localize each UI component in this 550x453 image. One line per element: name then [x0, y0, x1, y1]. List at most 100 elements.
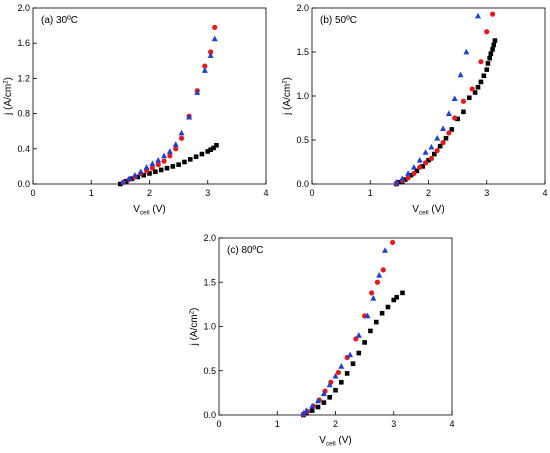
x-axis-label-subscript: cell — [326, 441, 336, 448]
data-point-square — [339, 379, 344, 385]
data-point-triangle — [457, 71, 464, 78]
data-point-square — [492, 38, 498, 43]
data-point-square — [491, 42, 497, 48]
x-axis-label: Vcell (V) — [133, 204, 166, 217]
data-point-square — [214, 142, 219, 148]
data-point-circle — [452, 115, 458, 121]
x-axis-label: Vcell (V) — [319, 435, 352, 448]
data-point-square — [321, 400, 327, 405]
data-point-square — [147, 171, 152, 176]
x-tick-label: 1 — [89, 188, 94, 198]
series-triangle — [393, 12, 482, 185]
data-point-square — [170, 164, 176, 169]
y-axis-label-main: j (A/cm — [3, 84, 14, 116]
data-point-triangle — [382, 247, 389, 253]
x-axis-label-main: V — [412, 204, 419, 215]
y-tick-label: 0.0 — [203, 410, 216, 420]
y-tick-label: 0.0 — [296, 179, 309, 189]
data-point-square — [344, 371, 350, 376]
data-point-square — [193, 154, 199, 160]
data-point-triangle — [201, 67, 208, 73]
series-circle — [300, 239, 396, 417]
x-tick-label: 4 — [449, 419, 454, 429]
data-point-square — [158, 167, 164, 173]
data-point-triangle — [445, 110, 452, 116]
data-point-square — [309, 408, 315, 413]
x-tick-label: 4 — [263, 188, 268, 198]
data-point-triangle — [405, 170, 412, 176]
data-point-square — [443, 135, 449, 141]
x-tick-label: 2 — [426, 188, 431, 198]
y-tick-label: 2.0 — [296, 3, 309, 13]
data-point-circle — [161, 158, 167, 164]
data-point-triangle — [194, 89, 201, 95]
panel-label: (a) 30ºC — [41, 15, 78, 26]
data-point-square — [449, 127, 455, 132]
x-tick-label: 2 — [147, 188, 152, 198]
data-point-square — [485, 61, 491, 66]
y-axis-label-main: j (A/cm — [189, 314, 200, 346]
y-tick-label: 1.5 — [203, 277, 216, 287]
y-tick-label: 1.6 — [17, 38, 30, 48]
data-point-triangle — [463, 48, 470, 55]
data-point-square — [432, 151, 437, 157]
data-point-circle — [380, 267, 386, 273]
data-point-square — [327, 395, 332, 400]
y-axis-label-end: ) — [282, 77, 293, 80]
data-point-square — [472, 90, 478, 95]
data-point-square — [490, 47, 495, 52]
data-point-circle — [478, 59, 484, 65]
y-axis-label-end: ) — [3, 77, 14, 80]
plot-frame — [32, 7, 267, 185]
y-axis-label: j (A/cm2) — [189, 308, 200, 347]
data-point-square — [123, 179, 129, 184]
data-point-triangle — [155, 157, 162, 163]
y-tick-label: 0.5 — [203, 366, 216, 376]
data-point-triangle — [149, 160, 156, 167]
data-point-triangle — [161, 152, 168, 159]
data-point-square — [385, 304, 391, 310]
data-point-triangle — [126, 175, 133, 182]
data-point-square — [397, 179, 402, 185]
y-tick-label: 1.0 — [203, 322, 216, 332]
x-tick-label: 0 — [309, 188, 314, 198]
data-point-triangle — [347, 351, 354, 358]
data-point-circle — [212, 24, 218, 30]
x-axis-label-unit: (V) — [150, 204, 166, 215]
data-point-triangle — [416, 157, 423, 163]
x-tick-label: 2 — [333, 419, 338, 429]
data-point-triangle — [451, 95, 458, 102]
data-point-square — [402, 177, 408, 182]
data-point-triangle — [143, 164, 150, 170]
y-tick-label: 0.8 — [17, 109, 30, 119]
data-point-square — [182, 159, 187, 165]
data-point-triangle — [309, 402, 316, 409]
data-point-triangle — [303, 407, 310, 413]
data-point-square — [437, 143, 443, 149]
data-point-square — [461, 109, 466, 115]
data-point-circle — [411, 170, 417, 177]
data-point-square — [414, 168, 420, 174]
data-point-square — [420, 164, 425, 169]
data-point-square — [394, 294, 399, 300]
data-point-circle — [208, 49, 214, 55]
data-point-circle — [389, 239, 396, 246]
x-tick-label: 0 — [30, 188, 35, 198]
data-point-triangle — [393, 179, 400, 185]
y-tick-label: 0.4 — [17, 144, 30, 154]
y-axis-label-end: ) — [189, 308, 200, 311]
x-tick-label: 1 — [275, 419, 280, 429]
data-point-square — [426, 157, 431, 163]
x-tick-label: 3 — [391, 419, 396, 429]
x-tick-label: 3 — [484, 188, 489, 198]
data-point-triangle — [475, 12, 482, 19]
data-point-square — [141, 172, 146, 178]
panel-label: (b) 50ºC — [320, 15, 357, 26]
series-circle — [120, 24, 218, 185]
series-triangle — [300, 247, 389, 416]
data-point-triangle — [434, 135, 441, 141]
y-axis-label-main: j (A/cm — [282, 84, 293, 116]
x-tick-label: 1 — [368, 188, 373, 198]
